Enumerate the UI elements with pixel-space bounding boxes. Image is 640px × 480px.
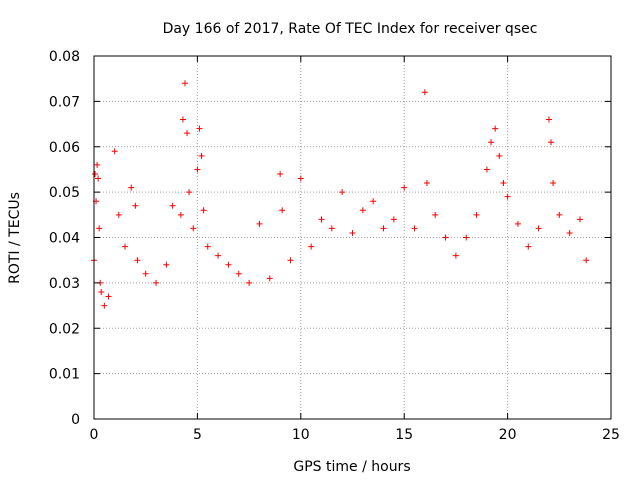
data-point — [111, 148, 118, 155]
data-point — [94, 161, 101, 168]
data-point — [432, 211, 439, 218]
y-tick-label: 0.05 — [49, 185, 80, 201]
x-tick-label: 5 — [193, 427, 202, 443]
x-tick-label: 15 — [395, 427, 413, 443]
chart-title: Day 166 of 2017, Rate Of TEC Index for r… — [163, 21, 538, 37]
data-point — [105, 293, 112, 300]
data-point — [132, 202, 139, 209]
y-tick-label: 0.04 — [49, 231, 80, 247]
data-point — [401, 184, 408, 191]
data-point — [442, 234, 449, 241]
data-point — [576, 216, 583, 223]
data-point — [215, 252, 222, 259]
y-tick-label: 0 — [71, 412, 80, 428]
data-point — [473, 211, 480, 218]
data-point — [225, 261, 232, 268]
data-point — [196, 125, 203, 132]
data-point — [142, 270, 149, 277]
data-point — [390, 216, 397, 223]
data-point — [95, 175, 102, 182]
data-point — [496, 152, 503, 159]
data-point — [488, 139, 495, 146]
y-tick-label: 0.02 — [49, 321, 80, 337]
data-point — [122, 243, 129, 250]
data-point — [287, 257, 294, 264]
data-point — [500, 180, 507, 187]
data-point — [514, 220, 521, 227]
data-point — [98, 288, 105, 295]
data-point — [328, 225, 335, 232]
data-point — [583, 257, 590, 264]
x-tick-label: 20 — [499, 427, 517, 443]
data-point — [186, 189, 193, 196]
data-point — [492, 125, 499, 132]
data-point — [421, 89, 428, 96]
data-point — [411, 225, 418, 232]
data-point — [204, 243, 211, 250]
data-point — [235, 270, 242, 277]
data-point — [96, 225, 103, 232]
data-point — [545, 116, 552, 123]
data-point — [153, 279, 160, 286]
data-point — [101, 302, 108, 309]
y-tick-label: 0.08 — [49, 49, 80, 65]
data-point — [246, 279, 253, 286]
data-point — [525, 243, 532, 250]
x-tick-label: 25 — [602, 427, 620, 443]
grid-lines — [94, 56, 611, 419]
y-tick-label: 0.07 — [49, 94, 80, 110]
data-point — [256, 220, 263, 227]
data-point — [556, 211, 563, 218]
data-point — [184, 130, 191, 137]
data-point — [179, 116, 186, 123]
data-point — [92, 170, 99, 177]
data-point — [349, 229, 356, 236]
data-point — [380, 225, 387, 232]
data-point — [194, 166, 201, 173]
data-point — [318, 216, 325, 223]
y-tick-label: 0.01 — [49, 367, 80, 383]
data-point — [370, 198, 377, 205]
data-point — [134, 257, 141, 264]
data-point — [535, 225, 542, 232]
x-axis-ticks: 0 5 10 15 20 25 — [90, 56, 620, 443]
y-tick-label: 0.06 — [49, 140, 80, 156]
data-point — [198, 152, 205, 159]
y-axis-label: ROTI / TECUs — [7, 192, 23, 284]
data-point — [359, 207, 366, 214]
data-point — [423, 180, 430, 187]
data-points — [91, 80, 590, 309]
data-point — [163, 261, 170, 268]
data-point — [297, 175, 304, 182]
data-point — [483, 166, 490, 173]
data-point — [339, 189, 346, 196]
data-point — [190, 225, 197, 232]
data-point — [566, 229, 573, 236]
y-tick-label: 0.03 — [49, 276, 80, 292]
data-point — [128, 184, 135, 191]
data-point — [277, 170, 284, 177]
data-point — [504, 193, 511, 200]
x-tick-label: 10 — [292, 427, 310, 443]
data-point — [279, 207, 286, 214]
data-point — [177, 211, 184, 218]
x-axis-label: GPS time / hours — [293, 459, 410, 475]
data-point — [548, 139, 555, 146]
data-point — [266, 275, 273, 282]
data-point — [115, 211, 122, 218]
data-point — [452, 252, 459, 259]
data-point — [550, 180, 557, 187]
data-point — [169, 202, 176, 209]
data-point — [200, 207, 207, 214]
data-point — [308, 243, 315, 250]
x-tick-label: 0 — [90, 427, 99, 443]
y-axis-ticks: 0 0.01 0.02 0.03 0.04 0.05 0.06 0.07 0.08 — [49, 49, 611, 428]
data-point — [181, 80, 188, 87]
data-point — [463, 234, 470, 241]
